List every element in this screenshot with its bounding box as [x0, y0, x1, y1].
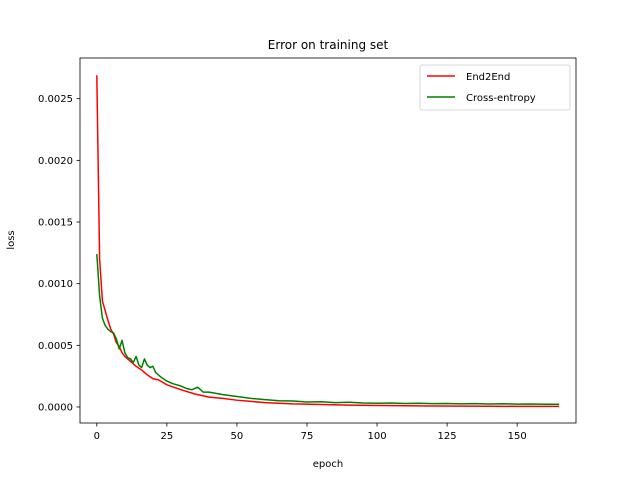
y-tick-label: 0.0000 — [38, 402, 73, 413]
y-tick-label: 0.0020 — [38, 156, 73, 167]
x-tick-label: 50 — [231, 431, 244, 442]
x-tick-label: 75 — [301, 431, 314, 442]
y-tick-label: 0.0025 — [38, 94, 73, 105]
y-tick-label: 0.0010 — [38, 279, 73, 290]
x-axis: 0 25 50 75 100 125 150 — [94, 423, 527, 442]
x-axis-label: epoch — [313, 459, 343, 470]
y-axis-label: loss — [6, 230, 17, 249]
x-tick-label: 150 — [508, 431, 527, 442]
y-tick-label: 0.0005 — [38, 341, 73, 352]
series-lines — [96, 75, 560, 408]
x-tick-label: 25 — [161, 431, 174, 442]
x-tick-label: 100 — [367, 431, 386, 442]
chart-title: Error on training set — [268, 38, 389, 52]
y-tick-label: 0.0015 — [38, 218, 73, 229]
legend-label-end2end: End2End — [466, 72, 510, 83]
legend-box — [419, 64, 571, 111]
x-tick-label: 125 — [438, 431, 457, 442]
y-axis: 0.0000 0.0005 0.0010 0.0015 0.0020 0.0025 — [38, 94, 80, 413]
legend-label-cross-entropy: Cross-entropy — [466, 93, 536, 104]
x-tick-label: 0 — [94, 431, 100, 442]
plot-frame — [79, 57, 577, 424]
legend: End2End Cross-entropy — [419, 64, 571, 111]
series-line-cross-entropy — [96, 254, 560, 406]
